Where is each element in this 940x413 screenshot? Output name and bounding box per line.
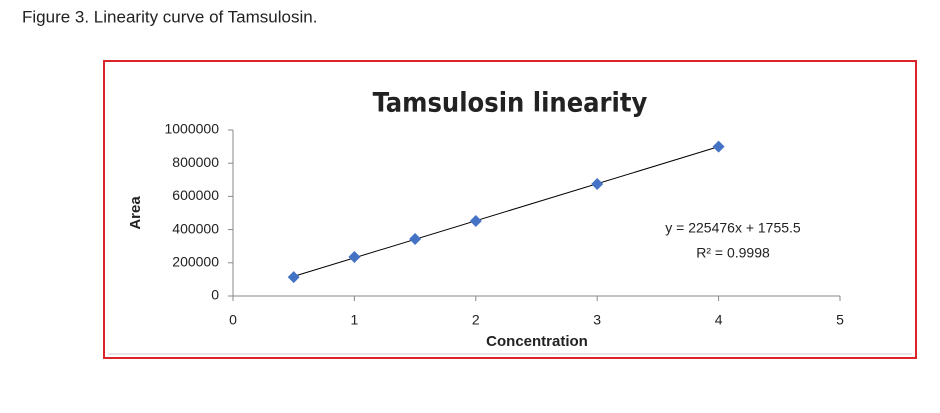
trendline <box>293 146 719 277</box>
figure-caption: Figure 3. Linearity curve of Tamsulosin. <box>22 7 317 26</box>
y-tick-label: 0 <box>211 287 219 303</box>
x-tick-label: 3 <box>593 312 601 328</box>
x-tick-label: 4 <box>715 312 723 328</box>
y-tick-label: 1000000 <box>164 121 219 137</box>
y-tick-label: 200000 <box>172 254 219 270</box>
equation: y = 225476x + 1755.5 <box>665 220 801 236</box>
x-tick-label: 5 <box>836 312 844 328</box>
data-point <box>348 250 361 263</box>
x-tick-label: 0 <box>229 312 237 328</box>
x-tick-label: 1 <box>351 312 359 328</box>
y-tick-label: 800000 <box>172 154 219 170</box>
y-tick-label: 400000 <box>172 220 219 236</box>
frame <box>103 60 917 359</box>
y-tick-label: 600000 <box>172 187 219 203</box>
data-point <box>591 177 604 190</box>
y-axis-label: Area <box>127 196 144 230</box>
data-point <box>287 271 300 284</box>
chart-title: Tamsulosin linearity <box>373 88 648 119</box>
x-tick-label: 2 <box>472 312 480 328</box>
x-axis-label: Concentration <box>486 333 588 350</box>
data-point <box>409 233 422 246</box>
r-squared: R² = 0.9998 <box>696 245 770 261</box>
data-point <box>712 140 725 153</box>
data-point <box>469 214 482 227</box>
